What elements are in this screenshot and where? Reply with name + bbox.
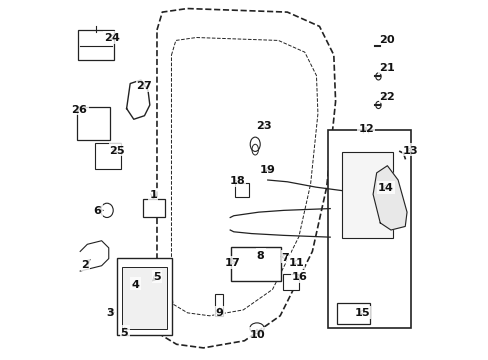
Text: $\bf{2}$: $\bf{2}$ xyxy=(81,258,90,270)
Text: $\bf{1}$: $\bf{1}$ xyxy=(149,188,158,200)
Text: $\bf{22}$: $\bf{22}$ xyxy=(378,90,395,102)
Text: $\bf{23}$: $\bf{23}$ xyxy=(255,119,272,131)
FancyBboxPatch shape xyxy=(77,108,110,140)
FancyBboxPatch shape xyxy=(234,183,248,197)
Text: $\bf{24}$: $\bf{24}$ xyxy=(103,31,121,43)
Text: $\bf{15}$: $\bf{15}$ xyxy=(353,306,370,318)
Text: $\bf{4}$: $\bf{4}$ xyxy=(131,278,140,289)
FancyBboxPatch shape xyxy=(328,130,410,328)
FancyBboxPatch shape xyxy=(78,30,114,60)
Text: $\bf{14}$: $\bf{14}$ xyxy=(376,181,393,193)
FancyBboxPatch shape xyxy=(283,274,298,290)
FancyBboxPatch shape xyxy=(336,302,369,324)
Text: $\bf{9}$: $\bf{9}$ xyxy=(215,306,224,318)
Text: $\bf{20}$: $\bf{20}$ xyxy=(378,33,395,45)
Text: $\bf{10}$: $\bf{10}$ xyxy=(248,328,265,339)
Text: $\bf{12}$: $\bf{12}$ xyxy=(357,122,373,134)
FancyBboxPatch shape xyxy=(122,267,166,329)
Text: $\bf{19}$: $\bf{19}$ xyxy=(259,163,276,175)
FancyBboxPatch shape xyxy=(215,294,223,316)
Polygon shape xyxy=(372,166,406,230)
Text: $\bf{5}$: $\bf{5}$ xyxy=(152,270,161,283)
FancyBboxPatch shape xyxy=(116,257,172,335)
Text: $\bf{18}$: $\bf{18}$ xyxy=(228,174,245,186)
Text: $\bf{27}$: $\bf{27}$ xyxy=(136,79,152,91)
FancyBboxPatch shape xyxy=(143,199,165,217)
FancyBboxPatch shape xyxy=(230,247,281,281)
Text: $\bf{26}$: $\bf{26}$ xyxy=(71,103,88,114)
Text: $\bf{8}$: $\bf{8}$ xyxy=(256,249,264,261)
Text: $\bf{13}$: $\bf{13}$ xyxy=(402,144,418,156)
Text: $\bf{6}$: $\bf{6}$ xyxy=(93,204,102,216)
Text: $\bf{5}$: $\bf{5}$ xyxy=(120,326,129,338)
FancyBboxPatch shape xyxy=(341,153,393,238)
Text: $\bf{21}$: $\bf{21}$ xyxy=(378,62,395,73)
Text: $\bf{25}$: $\bf{25}$ xyxy=(109,144,126,156)
Text: $\bf{17}$: $\bf{17}$ xyxy=(223,256,240,268)
FancyBboxPatch shape xyxy=(95,143,121,168)
Text: $\bf{16}$: $\bf{16}$ xyxy=(291,270,308,283)
Text: $\bf{3}$: $\bf{3}$ xyxy=(106,306,115,318)
Text: $\bf{7}$: $\bf{7}$ xyxy=(281,251,289,263)
Polygon shape xyxy=(80,241,108,271)
Text: $\bf{11}$: $\bf{11}$ xyxy=(287,256,304,268)
